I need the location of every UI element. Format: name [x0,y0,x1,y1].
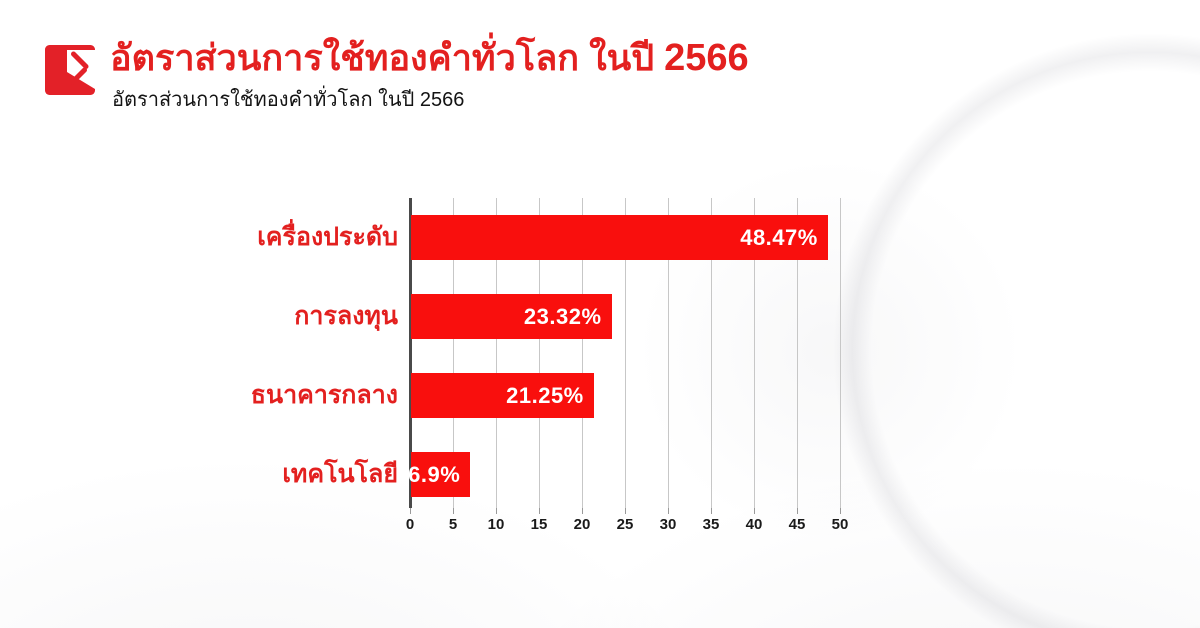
gridline [539,198,540,508]
bar: 23.32% [411,294,612,339]
axis-tick [625,508,626,514]
page-title: อัตราส่วนการใช้ทองคำทั่วโลก ในปี 2566 [110,36,749,80]
axis-tick-label: 50 [831,516,849,533]
axis-tick-label: 40 [745,516,763,533]
axis-tick [582,508,583,514]
axis-tick-label: 0 [405,516,415,533]
gridline [496,198,497,508]
gridline [625,198,626,508]
bar: 48.47% [411,215,828,260]
bar-value-label: 23.32% [523,303,602,329]
category-label: เครื่องประดับ [257,223,398,251]
axis-tick-label: 35 [702,516,720,533]
axis-tick-label: 20 [573,516,591,533]
gridline [754,198,755,508]
axis-tick-label: 45 [788,516,806,533]
gridline [668,198,669,508]
axis-tick [539,508,540,514]
axis-tick [453,508,454,514]
gridline [582,198,583,508]
bar: 6.9% [408,452,471,497]
axis-tick [797,508,798,514]
category-label: ธนาคารกลาง [250,381,398,409]
brand-logo [45,45,95,95]
plot-area: 48.47% 23.32% 21.25% 6.9% [408,198,841,508]
bar: 21.25% [411,373,594,418]
bar-value-label: 6.9% [408,461,461,487]
axis-tick [840,508,841,514]
gridline [453,198,454,508]
page-subtitle: อัตราส่วนการใช้ทองคำทั่วโลก ในปี 2566 [112,89,465,111]
gridline [797,198,798,508]
gridline [711,198,712,508]
page-title-text: อัตราส่วนการใช้ทองคำทั่วโลก ในปี [110,37,655,78]
axis-tick-label: 10 [487,516,505,533]
axis-tick-label: 25 [616,516,634,533]
y-axis-line [409,198,412,508]
axis-tick-label: 15 [530,516,548,533]
axis-tick [496,508,497,514]
axis-tick-label: 30 [659,516,677,533]
axis-tick [410,508,411,514]
brand-logo-icon [45,45,95,95]
axis-tick [711,508,712,514]
category-label: การลงทุน [294,302,398,330]
axis-tick [668,508,669,514]
header-titles: อัตราส่วนการใช้ทองคำทั่วโลก ในปี 2566 อั… [110,36,749,112]
category-label: เทคโนโลยี [282,460,398,488]
page-title-year: 2566 [664,37,749,79]
gridline [840,198,841,508]
bar-value-label: 21.25% [506,382,584,408]
axis-tick-label: 5 [448,516,458,533]
bar-value-label: 48.47% [740,224,818,250]
axis-tick [754,508,755,514]
